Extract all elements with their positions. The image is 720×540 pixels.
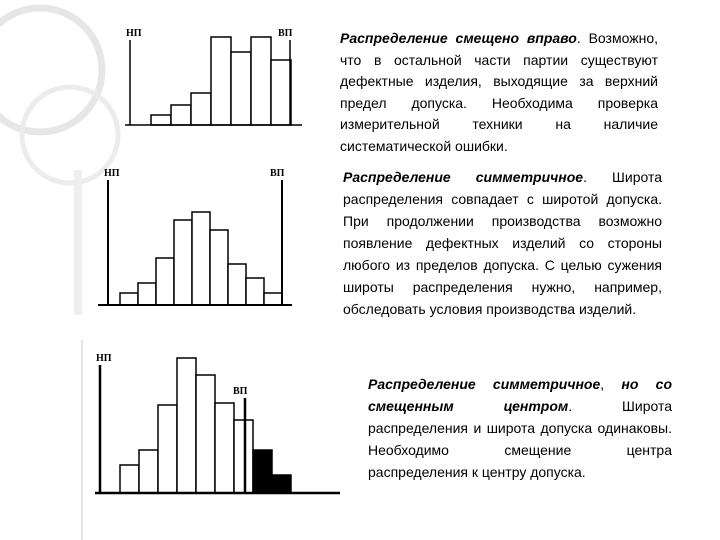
text-run: . Широта распределения и широта допуска …: [368, 398, 672, 480]
histogram-bar: [173, 219, 193, 306]
histogram-bar: [233, 419, 254, 494]
histogram-bar: [270, 59, 292, 126]
text-run: Распределение смещено вправо: [340, 30, 577, 46]
limit-label: НП: [126, 28, 142, 39]
text-run: но со смещенным центром: [368, 376, 673, 414]
histogram-bar: [157, 404, 178, 494]
histogram-bar: [263, 292, 283, 306]
histogram-bar: [155, 257, 175, 306]
histogram-bar: [214, 402, 235, 494]
text-run: ,: [600, 376, 622, 392]
histogram-bar: [252, 449, 273, 494]
histogram-bar: [138, 449, 159, 494]
text-run: . Широта распределения совпадает с широт…: [343, 169, 662, 317]
histogram-bar: [210, 36, 232, 126]
histogram-bar: [245, 277, 265, 306]
histogram-bar: [170, 104, 192, 126]
histogram-bar: [190, 92, 212, 126]
histogram-bar: [119, 464, 140, 494]
histogram-bar: [250, 36, 272, 126]
limit-label: НП: [96, 353, 112, 364]
histogram-bar: [119, 292, 139, 306]
text-run: . Возможно, что в остальной части партии…: [340, 30, 658, 154]
histogram-bar: [271, 474, 292, 494]
limit-label: ВП: [233, 386, 248, 397]
histogram-bar: [191, 211, 211, 306]
decor-strip: [74, 170, 82, 315]
text-run: Распределение симметричное: [368, 376, 601, 392]
paragraph: Распределение симметричное. Широта распр…: [343, 166, 662, 320]
histogram-bar: [150, 114, 172, 126]
histogram-bar: [195, 374, 216, 494]
limit-label: НП: [104, 168, 120, 179]
decor-circle: [0, 4, 106, 136]
limit-label: ВП: [278, 28, 293, 39]
paragraph: Распределение симметричное, но со смещен…: [368, 373, 672, 483]
histogram-bar: [227, 263, 247, 306]
limit-label: ВП: [270, 168, 285, 179]
histogram-bar: [209, 229, 229, 306]
text-run: Распределение симметричное: [343, 169, 584, 185]
histogram-bar: [137, 282, 157, 306]
histogram-bar: [230, 51, 252, 126]
paragraph: Распределение смещено вправо. Возможно, …: [340, 28, 658, 158]
histogram-bar: [176, 357, 197, 494]
decor-circle: [19, 84, 121, 186]
